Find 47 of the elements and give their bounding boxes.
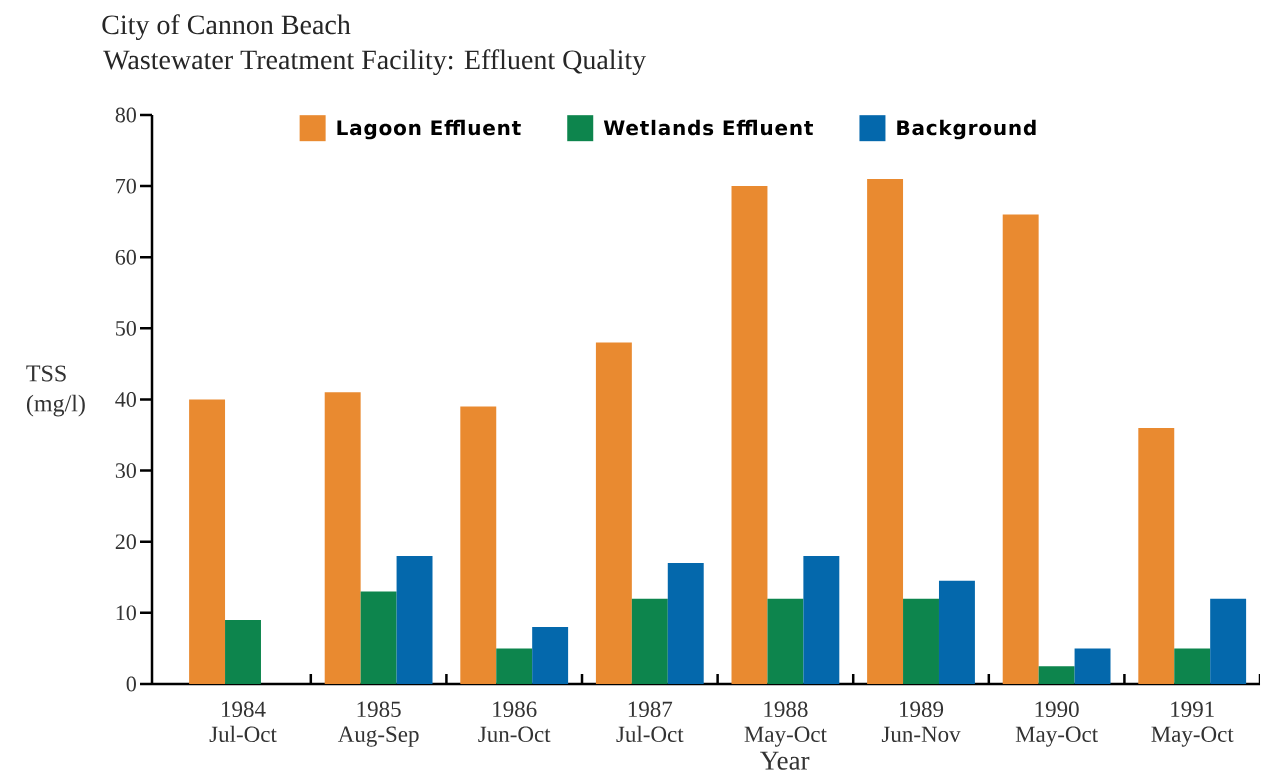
x-tick-label: 1989 Jun-Nov xyxy=(881,701,961,743)
bar xyxy=(938,580,975,684)
x-axis-title: Year xyxy=(760,751,810,770)
y-tick-label: 80 xyxy=(115,107,136,123)
bar xyxy=(731,186,768,684)
bar xyxy=(595,342,632,684)
x-tick-label: 1991 May-Oct xyxy=(1151,701,1234,747)
legend-label: Lagoon Effluent xyxy=(337,119,521,140)
bar xyxy=(460,406,497,684)
bar xyxy=(1074,648,1111,684)
bar xyxy=(1138,427,1175,684)
bar xyxy=(225,619,261,684)
bar xyxy=(1174,648,1211,684)
bar xyxy=(803,555,840,684)
y-tick-label: 40 xyxy=(115,392,136,407)
y-tick-label: 50 xyxy=(116,320,136,336)
y-tick-label: 20 xyxy=(115,534,136,550)
bar xyxy=(767,598,804,684)
bar xyxy=(496,648,533,684)
bar xyxy=(324,392,361,684)
y-axis-title: TSS (mg/l) xyxy=(26,365,85,417)
bar xyxy=(189,399,226,684)
bar xyxy=(631,598,668,684)
legend-label: Wetlands Effluent xyxy=(603,119,813,136)
x-tick-label: 1985 Aug-Sep xyxy=(337,701,419,747)
legend-label: Background xyxy=(897,119,1036,140)
bar xyxy=(1038,666,1075,684)
bar xyxy=(1002,214,1039,684)
x-tick-label: 1984 Jul-Oct xyxy=(209,701,277,743)
chart-title: City of Cannon Beach xyxy=(102,14,351,41)
x-tick-label: 1986 Jun-Oct xyxy=(478,701,551,743)
chart-subtitle: Wastewater Treatment Facility: Effluent Quality xyxy=(103,49,647,76)
y-tick-label: 0 xyxy=(126,676,136,692)
y-tick-label: 10 xyxy=(116,605,136,621)
x-tick-label: 1988 May-Oct xyxy=(744,701,827,747)
bar xyxy=(903,598,939,684)
bar xyxy=(867,178,904,684)
bar xyxy=(1210,598,1247,684)
y-tick-label: 60 xyxy=(115,249,136,265)
bar xyxy=(396,555,433,684)
x-tick-label: 1990 May-Oct xyxy=(1015,701,1098,747)
y-tick-label: 70 xyxy=(116,178,136,194)
y-tick-label: 30 xyxy=(115,463,136,479)
bar xyxy=(360,591,397,684)
x-tick-label: 1987 Jul-Oct xyxy=(616,701,684,743)
bar xyxy=(532,627,569,684)
bar xyxy=(667,563,704,684)
